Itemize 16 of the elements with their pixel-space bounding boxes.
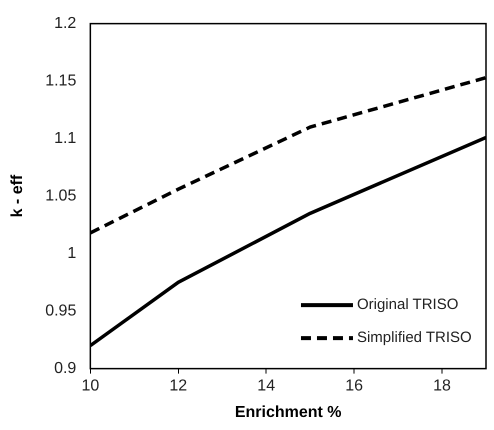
x-tick-label: 18	[433, 378, 452, 395]
legend-label: Original TRISO	[356, 296, 458, 314]
y-tick-label: 1	[67, 245, 76, 262]
y-axis-title: k - eff	[9, 174, 26, 218]
x-tick-label: 12	[169, 378, 188, 395]
y-tick-label: 0.95	[45, 302, 76, 320]
y-tick-label: 1.05	[45, 188, 76, 205]
x-tick-label: 16	[345, 378, 364, 395]
x-tick-label: 10	[81, 378, 100, 395]
legend-label: Simplified TRISO	[356, 329, 472, 346]
x-tick-label: 14	[257, 378, 276, 395]
y-tick-label: 0.9	[54, 360, 76, 378]
x-axis-title: Enrichment %	[234, 404, 342, 421]
y-tick-label: 1.1	[54, 130, 76, 148]
y-tick-label: 1.2	[54, 15, 76, 32]
y-tick-label: 1.15	[45, 72, 76, 90]
